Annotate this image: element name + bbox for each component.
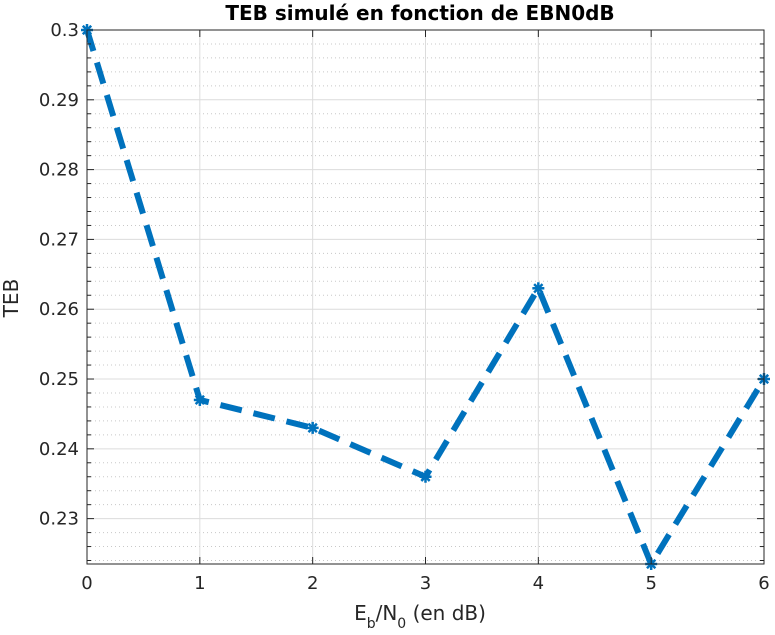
tick-labels: 0 1 2 3 4 5 6 0.23 0.24 0.25 0.26 0.27 0.28 0.29 0.3 [39, 20, 770, 594]
y-tick-label: 0.25 [39, 369, 79, 390]
x-tick-label: 1 [194, 573, 205, 594]
x-tick-label: 4 [533, 573, 544, 594]
y-tick-label: 0.3 [50, 20, 79, 41]
y-tick-label: 0.24 [39, 439, 79, 460]
y-tick-label: 0.23 [39, 509, 79, 530]
y-tick-label: 0.26 [39, 299, 79, 320]
data-point [419, 470, 432, 483]
data-point-marker [420, 471, 431, 482]
chart-title: TEB simulé en fonction de EBN0dB [225, 1, 614, 25]
x-tick-label: 3 [420, 573, 431, 594]
data-point-marker [194, 394, 205, 406]
x-tick-label: 5 [645, 573, 656, 594]
data-point [193, 393, 206, 406]
x-tick-label: 6 [758, 573, 769, 594]
data-point-marker [307, 422, 318, 433]
axis-ticks [86, 29, 765, 564]
y-tick-label: 0.29 [39, 90, 79, 111]
y-tick-label: 0.27 [39, 229, 79, 250]
y-tick-label: 0.28 [39, 160, 79, 181]
data-point [532, 282, 545, 295]
x-axis-label: Eb/N0 (en dB) [354, 601, 486, 632]
y-axis-label: TEB [0, 279, 23, 319]
x-tick-label: 0 [81, 573, 92, 594]
data-point-marker [533, 283, 544, 294]
data-point [306, 421, 319, 434]
x-tick-label: 2 [307, 573, 318, 594]
